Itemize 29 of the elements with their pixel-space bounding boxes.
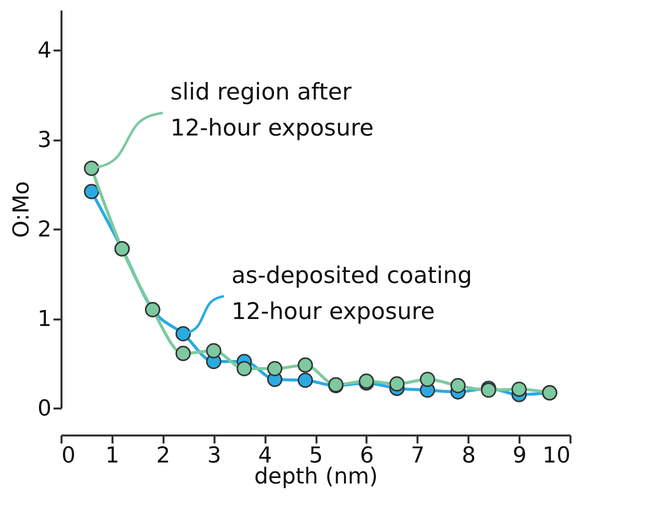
x-tick-label: 2 [156, 444, 170, 468]
point [84, 160, 100, 176]
y-tick-label: 0 [38, 396, 52, 422]
y-tick-label: 4 [38, 38, 52, 64]
x-tick-label: 8 [462, 444, 476, 468]
y-tick-label: 2 [38, 218, 52, 243]
y-tick-label: 3 [38, 128, 52, 154]
y-tick-label: 1 [38, 307, 52, 332]
point [176, 326, 191, 342]
point [206, 343, 222, 358]
point [298, 372, 313, 388]
series-label: as-deposited coating 12-hour exposure [232, 262, 472, 325]
point [84, 184, 100, 200]
x-tick-label: 9 [512, 444, 527, 468]
point [176, 346, 191, 362]
point [389, 376, 405, 392]
point [511, 382, 527, 397]
point [298, 357, 313, 373]
point [236, 361, 252, 376]
point [420, 372, 436, 388]
x-tick-label: 7 [410, 444, 425, 468]
point [267, 361, 282, 376]
y-axis-title: O:Mo [10, 181, 35, 238]
point [450, 378, 466, 394]
x-tick-label: 1 [105, 444, 120, 468]
x-tick-label: 0 [62, 444, 76, 468]
text: slid region after 12-hour exposure [170, 80, 374, 142]
x-tick-label: 3 [207, 444, 222, 468]
x-tick-label: 10 [542, 444, 570, 468]
